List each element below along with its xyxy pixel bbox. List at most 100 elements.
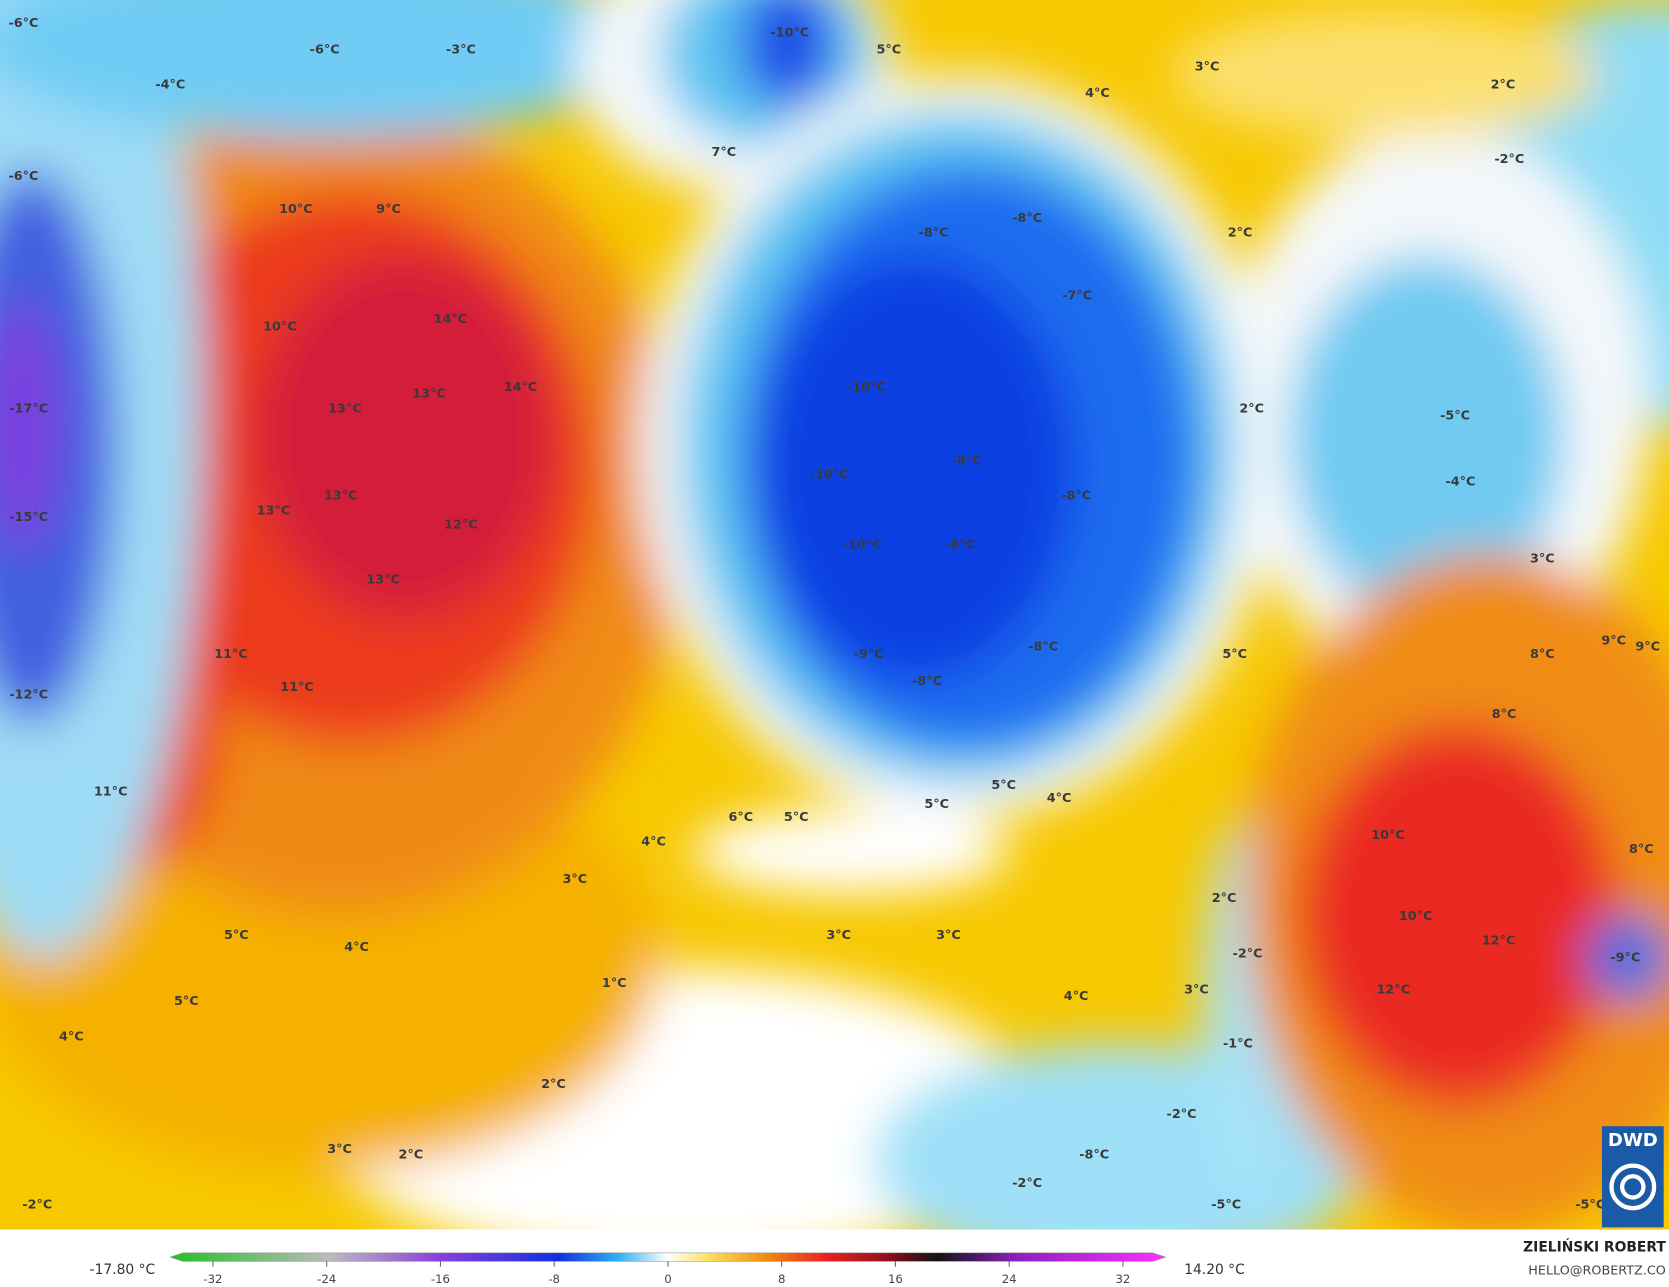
temperature-label: 5°C — [174, 994, 199, 1009]
temperature-label: 4°C — [344, 940, 369, 955]
temperature-label: 4°C — [1047, 791, 1072, 806]
temperature-label: -1°C — [1223, 1037, 1253, 1052]
temperature-label: 13°C — [328, 401, 362, 416]
temperature-label: 4°C — [641, 835, 666, 850]
temperature-label: -4°C — [1445, 475, 1475, 490]
temperature-label: 9°C — [1601, 633, 1626, 648]
temperature-label: 11°C — [214, 647, 248, 662]
temperature-label: 2°C — [399, 1147, 424, 1162]
colorbar-tick-label: 0 — [664, 1272, 671, 1286]
temperature-label: 3°C — [1530, 551, 1555, 566]
temperature-label: -9°C — [854, 647, 884, 662]
temperature-label: 12°C — [444, 517, 478, 532]
temperature-label: -8°C — [1061, 489, 1091, 504]
temperature-label: 7°C — [711, 145, 736, 160]
colorbar-tick-label: 8 — [778, 1272, 785, 1286]
temperature-label: 14°C — [433, 312, 467, 327]
temperature-label: 10°C — [263, 319, 297, 334]
temperature-label: 2°C — [1228, 226, 1253, 241]
temperature-label: 10°C — [279, 202, 313, 217]
temperature-label: 13°C — [257, 503, 291, 518]
temperature-label: 5°C — [784, 810, 809, 825]
temperature-label: 2°C — [1212, 891, 1237, 906]
temperature-label: -8°C — [1079, 1147, 1109, 1162]
temperature-label: 4°C — [1064, 989, 1089, 1004]
temperature-label: 3°C — [327, 1142, 352, 1157]
temperature-label: -5°C — [1440, 409, 1470, 424]
temperature-label: -10°C — [810, 467, 849, 482]
temperature-label: -17°C — [9, 401, 48, 416]
temperature-label: 14°C — [504, 380, 538, 395]
temperature-label: 5°C — [1222, 647, 1247, 662]
temperature-label: 1°C — [602, 976, 627, 991]
temperature-label: -15°C — [9, 510, 48, 525]
temperature-label: -4°C — [155, 78, 185, 93]
temperature-label: 13°C — [366, 573, 400, 588]
temperature-label: 3°C — [936, 928, 961, 943]
temperature-label: -6°C — [8, 169, 38, 184]
temperature-label: 2°C — [1239, 401, 1264, 416]
temperature-label: 5°C — [924, 797, 949, 812]
temperature-label: 3°C — [1184, 982, 1209, 997]
temperature-label: -8°C — [1028, 640, 1058, 655]
temperature-label: -2°C — [1167, 1107, 1197, 1122]
temperature-label: -8°C — [912, 674, 942, 689]
temperature-label: -7°C — [1062, 288, 1092, 303]
temperature-label: 3°C — [1195, 60, 1220, 75]
author-contact: HELLO@ROBERTZ.CO — [1528, 1263, 1665, 1278]
colorbar-max: 14.20 °C — [1184, 1262, 1245, 1278]
temperature-label: 5°C — [224, 928, 249, 943]
colorbar-tick-label: -16 — [431, 1272, 450, 1286]
temperature-label: -6°C — [310, 43, 340, 58]
temperature-label: 9°C — [1635, 640, 1660, 655]
colorbar-min: -17.80 °C — [90, 1262, 156, 1278]
temperature-label: -2°C — [1012, 1176, 1042, 1191]
temperature-label: 13°C — [324, 489, 358, 504]
colorbar-tick-label: -8 — [548, 1272, 560, 1286]
temperature-label: 5°C — [991, 778, 1016, 793]
temperature-label: 8°C — [1629, 842, 1654, 857]
temperature-labels: -6°C -6°C -3°C -4°C -10°C 5°C 3°C 4°C 2°C -6°C -2°… — [8, 16, 1660, 1212]
temperature-label: -2°C — [1494, 152, 1524, 167]
temperature-label: -10°C — [770, 26, 809, 41]
author-name: ZIELIŃSKI ROBERT — [1523, 1238, 1666, 1256]
temperature-label: -2°C — [22, 1197, 52, 1212]
temperature-label: 3°C — [826, 928, 851, 943]
temperature-label: -12°C — [9, 688, 48, 703]
colorbar: -17.80 °C 14.20 °C -32 -24 -16 -8 0 8 16 24 32 — [90, 1252, 1245, 1286]
temperature-label: 12°C — [1377, 982, 1411, 997]
temperature-label: 11°C — [94, 784, 128, 799]
temperature-label: -3°C — [446, 43, 476, 58]
temperature-label: 10°C — [1399, 909, 1433, 924]
temperature-label: -8°C — [919, 226, 949, 241]
temperature-label: 11°C — [280, 680, 314, 695]
temperature-label: -10°C — [843, 538, 882, 553]
dwd-logo: DWD — [1601, 1126, 1664, 1228]
temperature-label: 3°C — [562, 872, 587, 887]
temperature-label: 9°C — [376, 202, 401, 217]
temperature-label: 2°C — [1491, 78, 1516, 93]
temperature-label: 8°C — [1530, 647, 1555, 662]
temperature-label: -2°C — [1233, 946, 1263, 961]
temperature-label: 6°C — [729, 810, 754, 825]
temperature-label: 10°C — [1371, 828, 1405, 843]
temperature-label: -8°C — [945, 538, 975, 553]
temperature-label: 4°C — [1085, 86, 1110, 101]
temperature-label: -8°C — [952, 453, 982, 468]
temperature-label: 2°C — [541, 1077, 566, 1092]
temperature-label: 12°C — [1482, 934, 1516, 949]
temperature-label: -5°C — [1211, 1197, 1241, 1212]
temperature-label: 5°C — [876, 43, 901, 58]
colorbar-tick-label: 32 — [1115, 1272, 1130, 1286]
logo-text: DWD — [1608, 1130, 1658, 1151]
colorbar-tick-label: -24 — [317, 1272, 336, 1286]
colorbar-tick-label: 16 — [888, 1272, 903, 1286]
temperature-label: 13°C — [412, 386, 446, 401]
colorbar-tick-label: -32 — [203, 1272, 222, 1286]
temperature-label: 8°C — [1492, 707, 1517, 722]
temperature-label: -5°C — [1575, 1197, 1605, 1212]
temperature-label: -8°C — [1012, 211, 1042, 226]
